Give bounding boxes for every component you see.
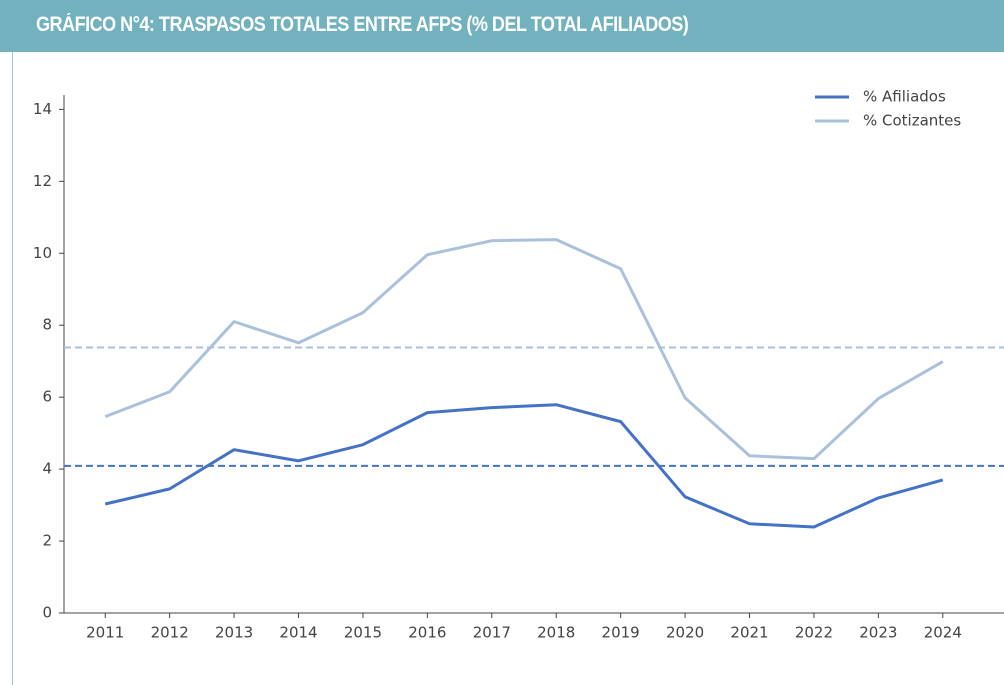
x-tick-label: 2019 bbox=[602, 624, 640, 642]
legend-label: % Afiliados bbox=[863, 88, 946, 106]
panel-border bbox=[12, 52, 13, 685]
y-tick-label: 6 bbox=[42, 388, 52, 406]
y-tick-label: 10 bbox=[33, 244, 52, 262]
x-tick-label: 2020 bbox=[666, 624, 704, 642]
x-tick-label: 2014 bbox=[279, 624, 317, 642]
x-tick-label: 2018 bbox=[537, 624, 575, 642]
y-tick-label: 2 bbox=[42, 532, 52, 550]
chart-title: GRÁFICO N°4: TRASPASOS TOTALES ENTRE AFP… bbox=[36, 13, 689, 36]
x-tick-label: 2022 bbox=[795, 624, 833, 642]
x-tick-label: 2015 bbox=[344, 624, 382, 642]
header bbox=[0, 0, 1004, 52]
legend-label: % Cotizantes bbox=[863, 112, 961, 130]
x-tick-label: 2013 bbox=[215, 624, 253, 642]
x-tick-label: 2012 bbox=[151, 624, 189, 642]
y-tick-label: 12 bbox=[33, 172, 52, 190]
y-tick-label: 14 bbox=[33, 100, 52, 118]
x-tick-label: 2023 bbox=[859, 624, 897, 642]
series-line bbox=[104, 403, 944, 529]
x-tick-label: 2024 bbox=[924, 624, 962, 642]
x-tick-label: 2016 bbox=[408, 624, 446, 642]
y-tick-label: 0 bbox=[42, 604, 52, 622]
x-tick-label: 2021 bbox=[730, 624, 768, 642]
y-tick-label: 8 bbox=[42, 316, 52, 334]
y-tick-label: 4 bbox=[42, 460, 52, 478]
x-tick-label: 2011 bbox=[86, 624, 124, 642]
x-tick-label: 2017 bbox=[473, 624, 511, 642]
series-line bbox=[104, 238, 944, 461]
